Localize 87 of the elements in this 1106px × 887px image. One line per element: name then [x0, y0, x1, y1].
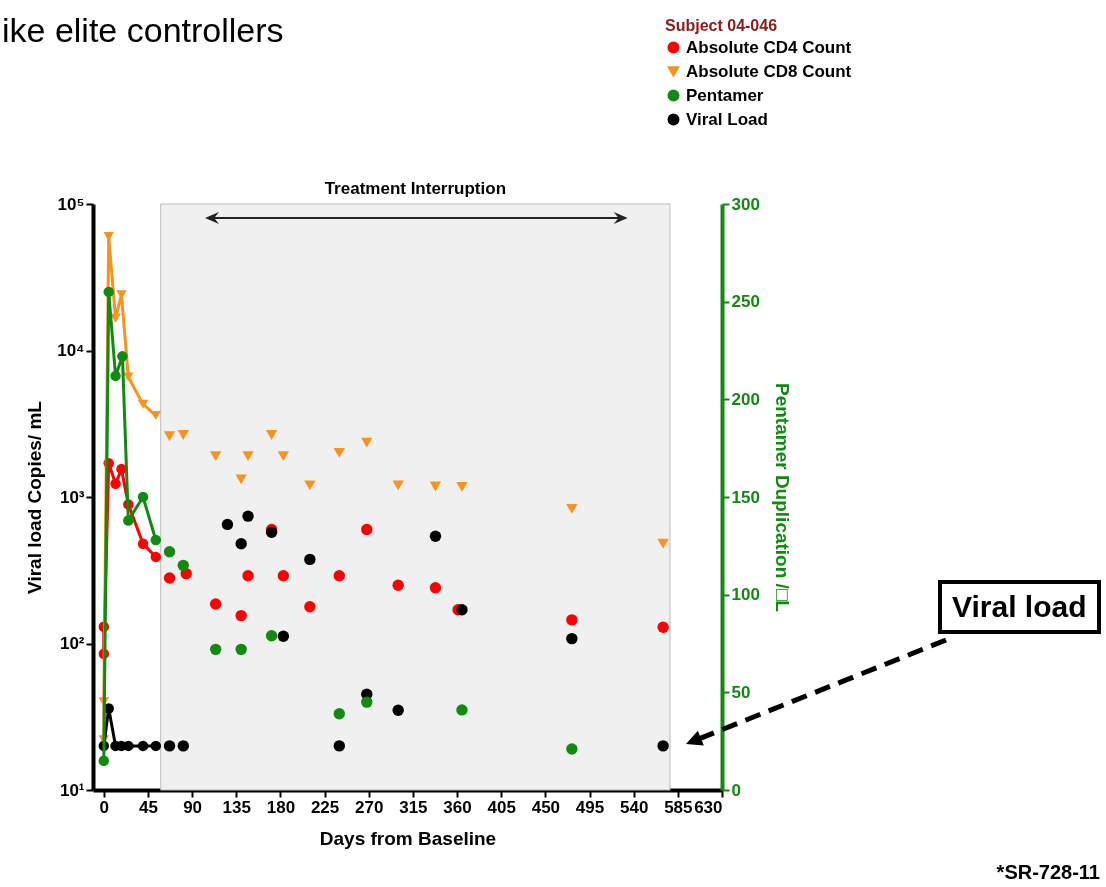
point: [429, 530, 442, 542]
x-tick-label: 495: [575, 797, 605, 817]
point: [333, 740, 345, 752]
x-tick-label: 135: [222, 797, 251, 817]
y-tick-label: 10⁴: [57, 341, 85, 360]
x-tick-label: 225: [310, 797, 340, 817]
x-tick-label: 540: [620, 797, 649, 817]
point: [361, 437, 373, 448]
point: [235, 609, 247, 622]
y-tick-label: 10²: [59, 634, 85, 653]
point: [242, 451, 254, 462]
legend-label: Pentamer: [686, 85, 764, 105]
point: [235, 538, 247, 550]
point: [429, 582, 442, 594]
x-tick-label: 45: [138, 797, 158, 817]
point: [566, 503, 578, 514]
legend-label: Absolute CD4 Count: [686, 37, 852, 57]
x-tick-label: 90: [183, 797, 203, 817]
point: [657, 538, 669, 549]
point: [566, 614, 578, 626]
point: [137, 399, 149, 409]
band-label: Treatment Interruption: [324, 179, 507, 198]
point: [177, 430, 189, 440]
y-tick-label: 10¹: [59, 780, 85, 800]
point: [150, 551, 162, 563]
point: [657, 621, 669, 633]
point: [150, 410, 162, 421]
point: [123, 372, 134, 382]
point: [333, 570, 345, 582]
x-axis-title: Days from Baseline: [319, 827, 497, 849]
x-tick-label: 180: [266, 797, 296, 817]
x-tick-label: 315: [399, 797, 428, 817]
y2-tick-label: 0: [731, 780, 741, 800]
y-axis-title: Viral load Copies/ mL: [24, 400, 46, 594]
y-tick-label: 10³: [59, 487, 85, 507]
point: [304, 480, 316, 491]
point: [304, 601, 316, 613]
x-tick-label: 630: [694, 797, 723, 817]
y2-tick-label: 100: [731, 585, 760, 605]
point: [277, 630, 290, 642]
point: [265, 430, 278, 440]
point: [657, 740, 669, 752]
x-tick-label: 360: [443, 797, 472, 817]
chart-title: ike elite controllers: [2, 11, 284, 49]
point: [242, 510, 254, 522]
point: [163, 740, 176, 752]
point: [137, 740, 149, 752]
legend-label: Viral Load: [686, 109, 768, 129]
point: [110, 478, 121, 490]
point: [304, 553, 316, 566]
y2-tick-label: 200: [731, 389, 760, 409]
point: [566, 632, 578, 645]
x-tick-label: 0: [99, 797, 110, 817]
point: [392, 704, 404, 716]
x-tick-label: 450: [531, 797, 561, 817]
point: [456, 482, 468, 492]
point: [150, 740, 162, 752]
y2-axis-title: Pentamer Duplication /□L: [771, 383, 793, 613]
point: [456, 604, 468, 616]
point: [277, 570, 290, 582]
y2-tick-label: 50: [731, 682, 751, 702]
x-tick-label: 585: [664, 797, 693, 817]
point: [333, 447, 345, 458]
point: [392, 579, 404, 591]
point: [163, 572, 176, 584]
text: *SR-728-11: [996, 861, 1100, 883]
x-tick-label: 270: [355, 797, 384, 817]
point: [235, 474, 247, 485]
point: [137, 538, 149, 549]
point: [361, 523, 373, 536]
y2-tick-label: 250: [731, 292, 760, 312]
point: [277, 451, 290, 462]
point: [177, 740, 189, 752]
point: [209, 598, 222, 610]
legend-title: Subject 04-046: [665, 17, 778, 34]
x-tick-label: 405: [487, 797, 516, 817]
y2-tick-label: 150: [731, 487, 760, 507]
legend-label: Absolute CD8 Count: [686, 61, 852, 81]
text: Viral load: [938, 580, 1101, 634]
point: [163, 431, 176, 442]
point: [429, 481, 442, 492]
point: [242, 570, 254, 582]
point: [221, 518, 234, 531]
y2-tick-label: 300: [731, 194, 760, 214]
y-tick-label: 10⁵: [57, 194, 85, 214]
point: [392, 480, 404, 491]
point: [209, 451, 222, 462]
